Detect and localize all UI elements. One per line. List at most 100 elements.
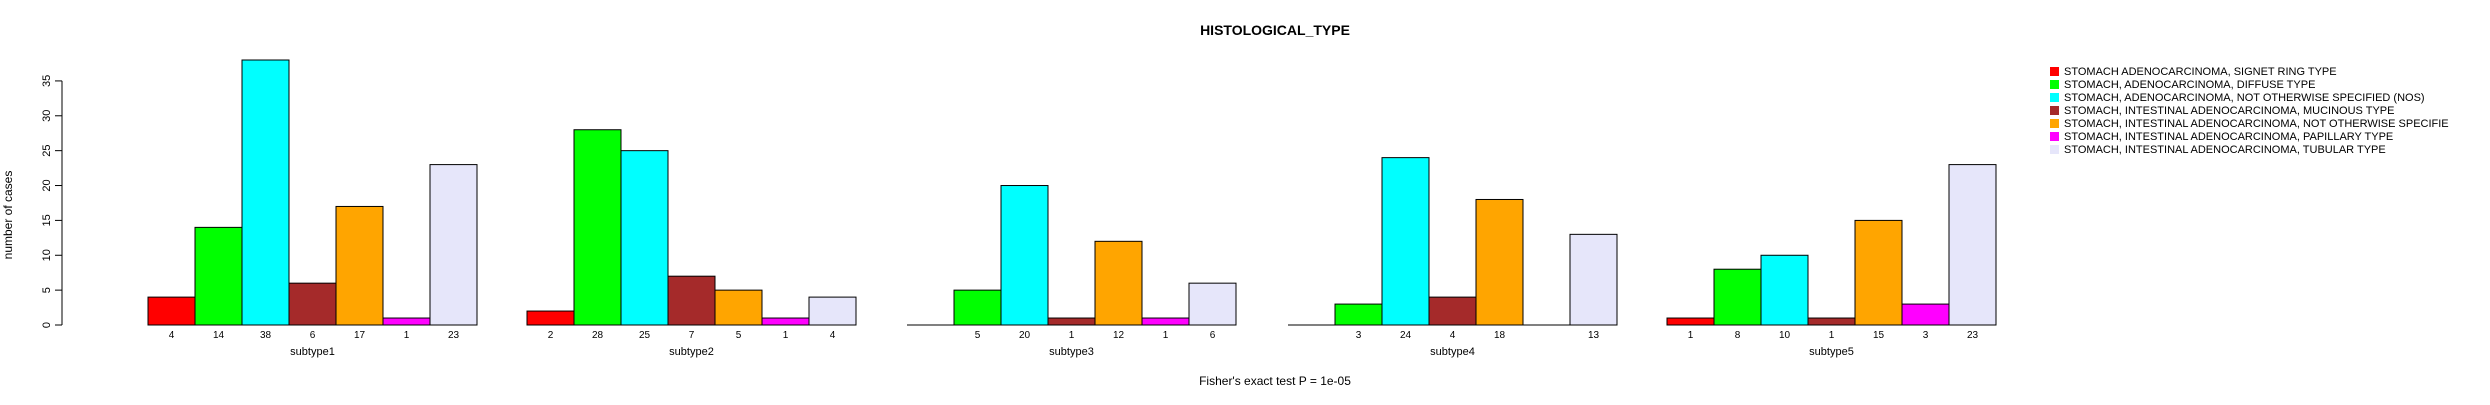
bar xyxy=(1569,233,1618,326)
legend-entry: STOMACH, ADENOCARCINOMA, DIFFUSE TYPE xyxy=(2064,79,2315,91)
y-tick-label: 35 xyxy=(41,75,53,87)
bar xyxy=(573,129,622,326)
bar-value-label: 23 xyxy=(1967,330,1979,341)
bar xyxy=(808,296,857,326)
bar-group-subtype4: 3 24 4 18 13 subtype4 xyxy=(1288,157,1618,358)
x-axis-label: Fisher's exact test P = 1e-05 xyxy=(1199,374,1351,388)
group-label: subtype2 xyxy=(669,346,714,358)
bar xyxy=(1047,317,1096,326)
bar-value-label: 5 xyxy=(975,330,981,341)
bar-value-label: 2 xyxy=(548,330,554,341)
bar xyxy=(1948,164,1997,326)
legend-swatch xyxy=(2050,145,2059,154)
bar xyxy=(335,205,384,326)
y-axis: 0 5 10 15 20 25 30 35 xyxy=(41,75,63,328)
bar-value-label: 24 xyxy=(1400,330,1412,341)
bar-value-label: 1 xyxy=(1829,330,1835,341)
bar-value-label: 5 xyxy=(736,330,742,341)
bar-value-label: 17 xyxy=(354,330,366,341)
bar-group-subtype5: 1 8 10 1 15 3 23 subtype5 xyxy=(1666,164,1997,358)
y-tick-label: 25 xyxy=(41,145,53,157)
legend-swatch xyxy=(2050,80,2059,89)
bar-value-label: 15 xyxy=(1873,330,1885,341)
bar-value-label: 4 xyxy=(830,330,836,341)
group-label: subtype3 xyxy=(1049,346,1094,358)
bar xyxy=(714,289,763,326)
bar-value-label: 1 xyxy=(1688,330,1694,341)
legend: STOMACH ADENOCARCINOMA, SIGNET RING TYPE… xyxy=(2050,66,2449,156)
legend-entry: STOMACH ADENOCARCINOMA, SIGNET RING TYPE xyxy=(2064,66,2337,78)
bar-group-subtype2: 2 28 25 7 5 1 4 subtype2 xyxy=(526,129,857,358)
bar-value-label: 7 xyxy=(689,330,695,341)
bar xyxy=(1713,268,1762,326)
bar-value-label: 18 xyxy=(1494,330,1506,341)
chart-title: HISTOLOGICAL_TYPE xyxy=(1200,22,1350,38)
bar xyxy=(1901,303,1950,326)
bar xyxy=(953,289,1002,326)
bar-group-subtype1: 4 14 38 6 17 1 23 subtype1 xyxy=(147,59,478,358)
bar xyxy=(1760,254,1809,326)
y-tick-label: 20 xyxy=(41,179,53,191)
bar-value-label: 38 xyxy=(260,330,272,341)
bar-value-label: 23 xyxy=(448,330,460,341)
legend-swatch xyxy=(2050,106,2059,115)
bar xyxy=(1666,317,1715,326)
bar-value-label: 6 xyxy=(1210,330,1216,341)
bar-value-label: 1 xyxy=(404,330,410,341)
group-label: subtype5 xyxy=(1809,346,1854,358)
bar xyxy=(1475,198,1524,326)
bar xyxy=(147,296,196,326)
legend-swatch xyxy=(2050,119,2059,128)
y-tick-label: 15 xyxy=(41,214,53,226)
bar-value-label: 12 xyxy=(1113,330,1125,341)
bar-value-label: 10 xyxy=(1779,330,1791,341)
bar xyxy=(667,275,716,326)
bar-value-label: 13 xyxy=(1588,330,1600,341)
bar xyxy=(1141,317,1190,326)
bar xyxy=(194,226,243,326)
bar-value-label: 14 xyxy=(213,330,225,341)
bar xyxy=(620,150,669,326)
legend-entry: STOMACH, INTESTINAL ADENOCARCINOMA, PAPI… xyxy=(2064,131,2393,143)
bar xyxy=(1094,240,1143,326)
bar xyxy=(382,317,431,326)
y-tick-label: 5 xyxy=(41,287,53,293)
bar-value-label: 25 xyxy=(639,330,651,341)
bar-value-label: 1 xyxy=(1163,330,1169,341)
bar xyxy=(761,317,810,326)
legend-swatch xyxy=(2050,93,2059,102)
bar xyxy=(1807,317,1856,326)
bar xyxy=(1428,296,1477,326)
legend-entry: STOMACH, INTESTINAL ADENOCARCINOMA, TUBU… xyxy=(2064,144,2386,156)
bar-value-label: 3 xyxy=(1923,330,1929,341)
y-axis-label: number of cases xyxy=(1,171,15,260)
bar-value-label: 28 xyxy=(592,330,604,341)
bar xyxy=(1188,282,1237,326)
bar-value-label: 1 xyxy=(783,330,789,341)
group-label: subtype1 xyxy=(290,346,335,358)
legend-entry: STOMACH, INTESTINAL ADENOCARCINOMA, NOT … xyxy=(2064,118,2449,130)
group-label: subtype4 xyxy=(1430,346,1475,358)
bar xyxy=(1381,157,1430,326)
bar xyxy=(241,59,290,326)
bar-value-label: 6 xyxy=(310,330,316,341)
bar xyxy=(526,310,575,326)
y-tick-label: 30 xyxy=(41,110,53,122)
bar-value-label: 3 xyxy=(1356,330,1362,341)
bar-value-label: 4 xyxy=(1450,330,1456,341)
bar-value-label: 8 xyxy=(1735,330,1741,341)
y-tick-label: 0 xyxy=(41,322,53,328)
legend-entry: STOMACH, ADENOCARCINOMA, NOT OTHERWISE S… xyxy=(2064,92,2425,104)
y-tick-label: 10 xyxy=(41,249,53,261)
bar-group-subtype3: 5 20 1 12 1 6 subtype3 xyxy=(907,185,1237,358)
legend-swatch xyxy=(2050,132,2059,141)
bar xyxy=(1854,219,1903,326)
bar xyxy=(1000,185,1049,326)
bar-value-label: 1 xyxy=(1069,330,1075,341)
bar xyxy=(1334,303,1383,326)
bar xyxy=(429,164,478,326)
bar-value-label: 20 xyxy=(1019,330,1031,341)
